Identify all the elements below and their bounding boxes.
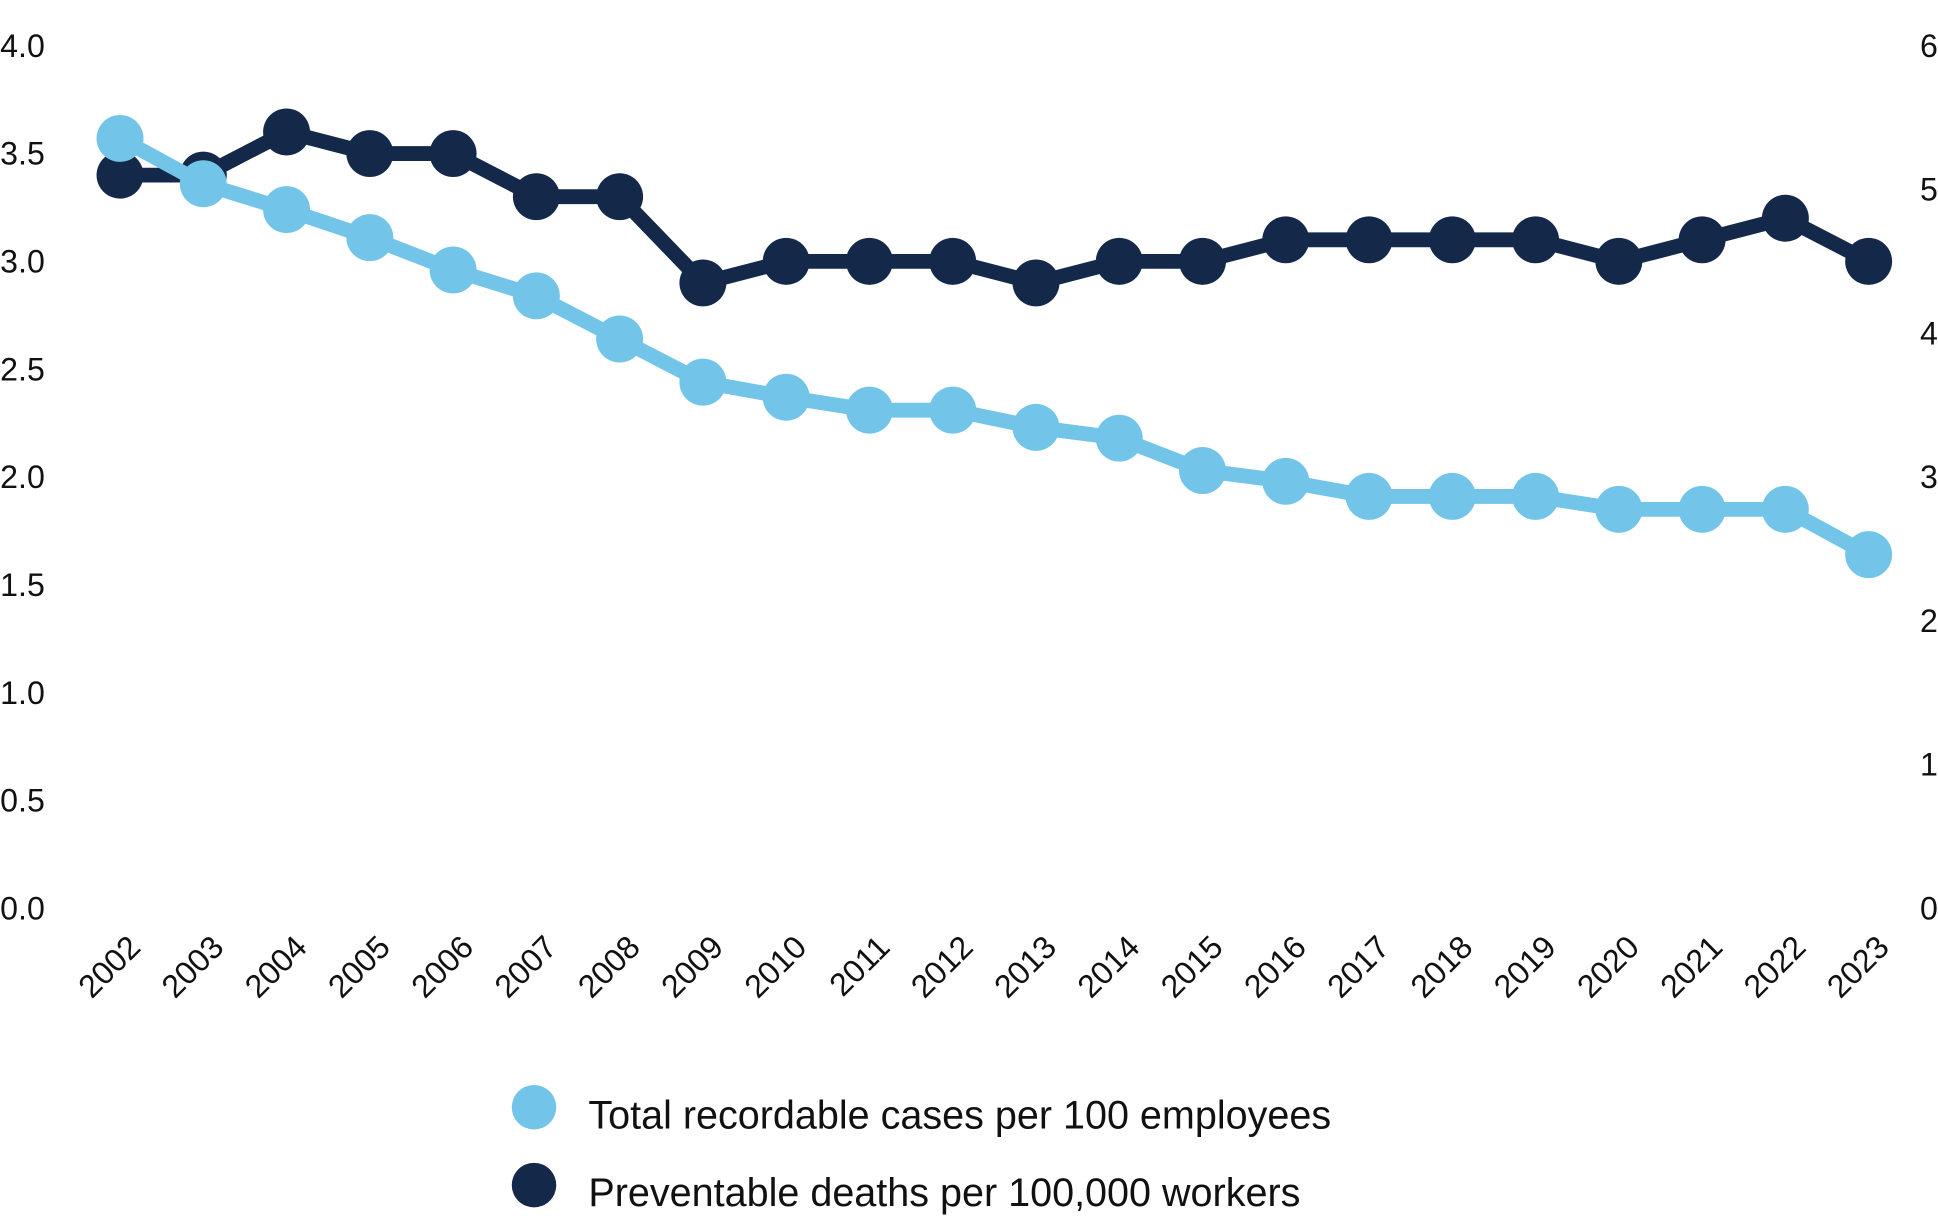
left-axis: 0.0 0.5 1.0 1.5 2.0 2.5 3.0 3.5 4.0 xyxy=(0,28,45,927)
data-point xyxy=(929,386,977,434)
right-tick-label: 1 xyxy=(1920,747,1938,783)
legend-label-preventable-deaths: Preventable deaths per 100,000 workers xyxy=(588,1171,1300,1215)
data-point xyxy=(1761,485,1809,533)
x-tick-label: 2007 xyxy=(488,929,564,1005)
data-point xyxy=(596,173,644,221)
data-point xyxy=(1595,237,1643,285)
data-point xyxy=(1345,216,1393,264)
x-tick-label: 2008 xyxy=(571,929,647,1005)
data-point xyxy=(1179,447,1226,495)
data-point xyxy=(96,114,144,162)
x-tick-label: 2016 xyxy=(1237,929,1313,1005)
x-tick-label: 2010 xyxy=(737,929,813,1005)
x-tick-label: 2022 xyxy=(1737,929,1813,1005)
x-tick-label: 2019 xyxy=(1487,929,1563,1005)
x-tick-label: 2020 xyxy=(1570,929,1646,1005)
data-point xyxy=(1845,237,1893,285)
data-point xyxy=(1262,457,1310,505)
data-point xyxy=(1678,216,1726,264)
legend-label-total-recordable-cases: Total recordable cases per 100 employees xyxy=(588,1093,1331,1137)
data-point xyxy=(1595,485,1643,533)
series-line xyxy=(120,124,1873,291)
series-group xyxy=(96,108,1893,579)
x-tick-label: 2021 xyxy=(1653,929,1729,1005)
series-1 xyxy=(96,108,1893,307)
x-tick-label: 2003 xyxy=(154,929,230,1005)
left-tick-label: 4.0 xyxy=(0,28,45,64)
data-point xyxy=(1012,259,1060,307)
data-point xyxy=(512,272,560,320)
data-point xyxy=(179,160,227,208)
data-point xyxy=(762,373,810,421)
data-point xyxy=(679,358,727,406)
left-tick-label: 3.0 xyxy=(0,243,45,279)
x-tick-label: 2018 xyxy=(1404,929,1480,1005)
data-point xyxy=(596,315,644,363)
data-point xyxy=(346,130,394,178)
data-point xyxy=(1095,414,1143,462)
data-point xyxy=(1095,237,1143,285)
data-point xyxy=(96,151,144,199)
legend-marker-total-recordable-cases xyxy=(511,1085,557,1130)
left-tick-label: 3.5 xyxy=(0,136,45,172)
data-point xyxy=(1262,216,1310,264)
data-point xyxy=(429,130,477,178)
x-tick-label: 2011 xyxy=(822,929,896,1003)
data-point xyxy=(429,246,477,294)
data-point xyxy=(845,386,893,434)
x-tick-label: 2013 xyxy=(987,929,1063,1005)
right-tick-label: 6 xyxy=(1920,28,1938,64)
right-tick-label: 4 xyxy=(1920,315,1938,351)
data-point xyxy=(1845,531,1893,579)
left-tick-label: 1.5 xyxy=(0,567,45,603)
x-tick-label: 2002 xyxy=(71,929,147,1005)
series-line xyxy=(116,131,1873,562)
right-axis: 0 1 2 3 4 5 6 xyxy=(1920,28,1938,927)
left-tick-label: 0.0 xyxy=(0,890,45,926)
x-tick-label: 2023 xyxy=(1820,929,1896,1005)
x-tick-label: 2004 xyxy=(238,929,314,1005)
x-tick-label: 2015 xyxy=(1154,929,1230,1005)
data-point xyxy=(1428,472,1476,520)
data-point xyxy=(1012,403,1060,451)
legend: Total recordable cases per 100 employees… xyxy=(511,1085,1331,1215)
data-point xyxy=(679,259,727,307)
data-point xyxy=(1512,472,1560,520)
data-point xyxy=(845,237,893,285)
right-tick-label: 0 xyxy=(1920,890,1938,926)
x-tick-label: 2014 xyxy=(1070,929,1146,1005)
x-tick-label: 2012 xyxy=(904,929,980,1005)
x-tick-label: 2009 xyxy=(654,929,730,1005)
data-point xyxy=(1512,216,1560,264)
data-point xyxy=(1428,216,1476,264)
data-point xyxy=(263,108,311,156)
data-point xyxy=(1345,472,1393,520)
right-tick-label: 3 xyxy=(1920,459,1938,495)
right-tick-label: 5 xyxy=(1920,172,1938,208)
x-tick-label: 2006 xyxy=(404,929,480,1005)
series-0 xyxy=(96,114,1893,579)
legend-marker-preventable-deaths xyxy=(511,1162,557,1208)
data-point xyxy=(346,214,394,262)
data-point xyxy=(263,186,311,234)
data-point xyxy=(762,237,810,285)
left-tick-label: 0.5 xyxy=(0,783,45,819)
data-point xyxy=(1678,485,1726,533)
x-tick-label: 2005 xyxy=(321,929,397,1005)
x-axis: 2002 2003 2004 2005 2006 2007 2008 2009 2010 2011… xyxy=(71,929,1896,1005)
left-tick-label: 2.0 xyxy=(0,459,45,495)
data-point xyxy=(512,173,560,221)
left-tick-label: 2.5 xyxy=(0,351,45,387)
data-point xyxy=(1179,237,1226,285)
right-tick-label: 2 xyxy=(1920,603,1938,639)
data-point xyxy=(929,237,977,285)
data-point xyxy=(1761,194,1809,242)
left-tick-label: 1.0 xyxy=(0,675,45,711)
x-tick-label: 2017 xyxy=(1320,929,1396,1005)
